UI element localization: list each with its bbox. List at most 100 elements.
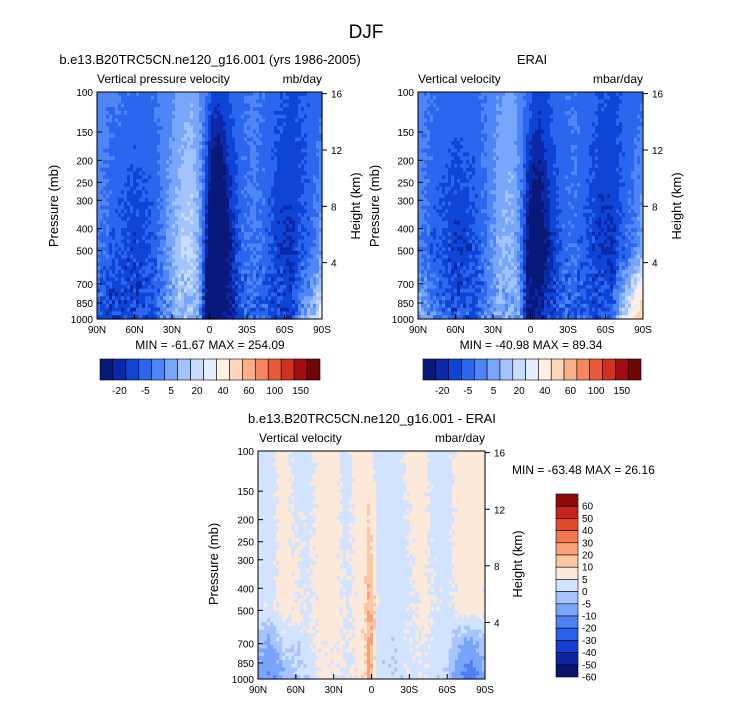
heatmap-cell	[253, 148, 257, 154]
heatmap-cell	[268, 110, 272, 116]
heatmap-cell	[106, 179, 110, 184]
heatmap-cell	[280, 186, 284, 191]
heatmap-cell	[145, 156, 149, 161]
heatmap-cell	[184, 167, 188, 173]
heatmap-cell	[298, 103, 302, 108]
heatmap-cell	[271, 213, 275, 218]
heatmap-cell	[121, 247, 125, 252]
heatmap-cell	[256, 231, 260, 237]
heatmap-cell	[154, 231, 158, 237]
heatmap-cell	[163, 156, 167, 161]
heatmap-cell	[301, 160, 305, 165]
heatmap-cell	[208, 114, 212, 120]
heatmap-cell	[154, 186, 158, 191]
heatmap-cell	[298, 231, 302, 237]
heatmap-cell	[142, 250, 146, 256]
heatmap-cell	[130, 179, 134, 184]
heatmap-cell	[115, 129, 119, 135]
heatmap-cell	[187, 239, 191, 244]
heatmap-cell	[208, 137, 212, 142]
heatmap-cell	[169, 152, 173, 157]
heatmap-cell	[172, 205, 176, 210]
heatmap-cell	[160, 156, 164, 161]
heatmap-cell	[205, 148, 209, 154]
heatmap-cell	[190, 205, 194, 210]
heatmap-cell	[208, 239, 212, 244]
heatmap-cell	[148, 92, 152, 97]
heatmap-cell	[103, 224, 107, 229]
heatmap-cell	[166, 239, 170, 244]
heatmap-cell	[166, 141, 170, 146]
heatmap-cell	[280, 144, 284, 150]
heatmap-cell	[169, 156, 173, 161]
heatmap-cell	[193, 126, 197, 131]
heatmap-cell	[223, 107, 227, 112]
heatmap-cell	[202, 247, 206, 252]
heatmap-cell	[244, 231, 248, 237]
heatmap-cell	[154, 144, 158, 150]
heatmap-cell	[235, 103, 239, 108]
heatmap-cell	[97, 247, 101, 252]
heatmap-cell	[280, 163, 284, 169]
heatmap-cell	[115, 220, 119, 226]
heatmap-cell	[250, 194, 254, 199]
heatmap-cell	[106, 182, 110, 188]
heatmap-cell	[220, 224, 224, 229]
heatmap-cell	[142, 205, 146, 210]
heatmap-cell	[292, 197, 296, 203]
heatmap-cell	[292, 148, 296, 154]
heatmap-cell	[139, 122, 143, 127]
heatmap-cell	[202, 160, 206, 165]
heatmap-cell	[178, 231, 182, 237]
heatmap-cell	[220, 190, 224, 195]
heatmap-cell	[145, 247, 149, 252]
heatmap-cell	[109, 213, 113, 218]
heatmap-cell	[313, 194, 317, 199]
heatmap-cell	[112, 235, 116, 241]
heatmap-cell	[202, 201, 206, 207]
heatmap-cell	[169, 148, 173, 154]
heatmap-cell	[301, 114, 305, 120]
heatmap-cell	[175, 190, 179, 195]
heatmap-cell	[139, 141, 143, 146]
heatmap-cell	[133, 152, 137, 157]
heatmap-cell	[256, 186, 260, 191]
heatmap-cell	[316, 167, 320, 173]
heatmap-cell	[166, 156, 170, 161]
heatmap-cell	[172, 231, 176, 237]
heatmap-cell	[289, 209, 293, 214]
heatmap-cell	[319, 126, 323, 131]
heatmap-cell	[142, 99, 146, 104]
panel-erai-title: ERAI	[517, 52, 547, 67]
heatmap-cell	[175, 186, 179, 191]
heatmap-cell	[154, 167, 158, 173]
heatmap-cell	[136, 231, 140, 237]
heatmap-cell	[277, 107, 281, 112]
heatmap-cell	[115, 239, 119, 244]
heatmap-cell	[307, 247, 311, 252]
heatmap-cell	[163, 126, 167, 131]
heatmap-cell	[106, 213, 110, 218]
heatmap-cell	[274, 186, 278, 191]
heatmap-cell	[196, 182, 200, 188]
heatmap-cell	[178, 152, 182, 157]
heatmap-cell	[103, 235, 107, 241]
heatmap-cell	[196, 144, 200, 150]
heatmap-cell	[139, 126, 143, 131]
heatmap-cell	[151, 114, 155, 120]
heatmap-cell	[148, 129, 152, 135]
heatmap-cell	[217, 99, 221, 104]
heatmap-cell	[217, 243, 221, 248]
heatmap-cell	[229, 224, 233, 229]
heatmap-cell	[214, 213, 218, 218]
heatmap-cell	[100, 156, 104, 161]
heatmap-cell	[178, 179, 182, 184]
y-right-tick-label: 8	[331, 202, 337, 213]
heatmap-cell	[292, 114, 296, 120]
heatmap-cell	[220, 114, 224, 120]
heatmap-cell	[235, 118, 239, 123]
heatmap-cell	[265, 152, 269, 157]
heatmap-cell	[301, 129, 305, 135]
heatmap-cell	[190, 99, 194, 104]
heatmap-cell	[169, 201, 173, 207]
